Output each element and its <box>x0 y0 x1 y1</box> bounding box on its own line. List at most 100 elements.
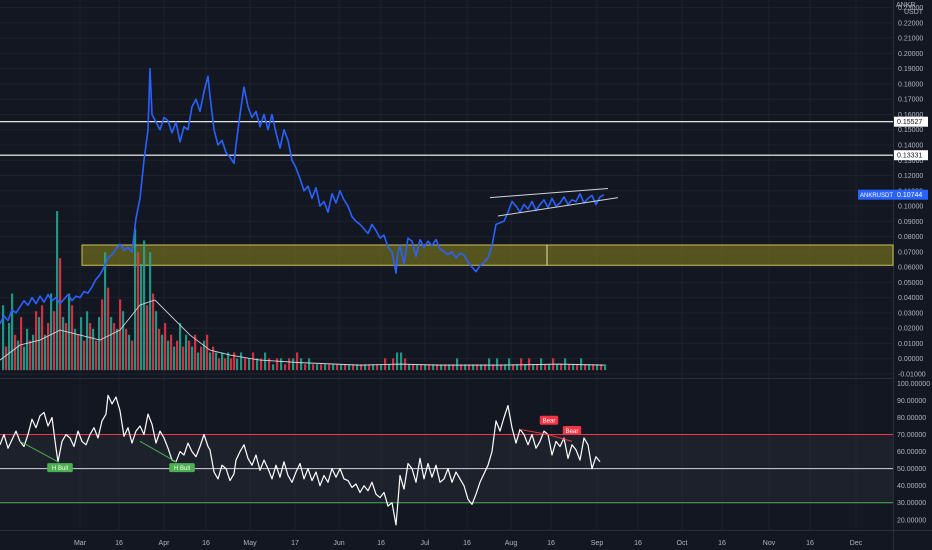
volume-bar <box>472 364 475 371</box>
price-tick-label: 0.12000 <box>898 173 923 180</box>
volume-bar <box>137 252 140 371</box>
volume-bar <box>456 358 459 371</box>
rsi-tick-label: 20.00000 <box>897 517 926 524</box>
bear-label-text: Bear <box>566 429 579 435</box>
price-tick-label: 0.02000 <box>898 326 923 333</box>
volume-bar <box>227 352 230 371</box>
volume-bar <box>252 352 255 371</box>
volume-bar <box>77 334 80 371</box>
rsi-series-line <box>0 394 601 526</box>
volume-bar <box>86 311 89 371</box>
volume-bar <box>520 358 523 371</box>
price-line <box>0 67 605 324</box>
rsi-tick-label: 60.00000 <box>897 449 926 456</box>
volume-bar <box>408 364 411 371</box>
volume-bar <box>348 364 351 371</box>
volume-bar <box>149 252 152 371</box>
volume-bar <box>372 364 375 371</box>
volume-bar <box>340 364 343 371</box>
volume-bar <box>92 328 95 371</box>
volume-bar <box>128 334 131 371</box>
rsi-bands <box>0 434 893 504</box>
volume-ma-line <box>0 299 605 366</box>
volume-bar <box>388 364 391 371</box>
symbol-tag-name: ANKRUSDT <box>860 193 893 199</box>
volume-bar <box>95 340 98 371</box>
volume-bar <box>440 364 443 371</box>
volume-bar <box>364 364 367 371</box>
rsi-axis[interactable]: 100.00000 90.00000 80.00000 70.00000 60.0000… <box>897 381 930 524</box>
volume-bar <box>212 346 215 371</box>
volume-bar <box>65 322 68 371</box>
volume-bar <box>416 364 419 371</box>
volume-bar <box>182 346 185 371</box>
support-zone[interactable] <box>81 244 894 266</box>
volume-bar <box>71 305 74 371</box>
price-tag-box <box>894 150 928 161</box>
volume-bar <box>29 340 32 371</box>
volume-bar <box>8 322 11 371</box>
volume-bar <box>420 364 423 371</box>
volume-bar <box>146 305 149 371</box>
volume-bar <box>436 364 439 371</box>
volume-bar <box>544 364 547 371</box>
volume-bar <box>47 322 50 371</box>
volume-bar <box>215 352 218 371</box>
volume-bar <box>119 299 122 371</box>
price-tick-label: 0.20000 <box>898 51 923 58</box>
volume-bar <box>53 311 56 371</box>
volume-bar <box>244 358 247 371</box>
volume-bar <box>496 358 499 371</box>
rsi-tick-label: 100.00000 <box>897 381 930 388</box>
time-tick-label: 17 <box>291 540 299 547</box>
volume-bar <box>312 364 315 371</box>
volume-bar <box>50 293 53 371</box>
trend-channel[interactable] <box>489 188 619 217</box>
volume-bar <box>264 352 267 371</box>
price-tick-label: 0.16000 <box>898 112 923 119</box>
time-tick-label: 16 <box>463 540 471 547</box>
volume-bar <box>380 364 383 371</box>
price-tick-label: 0.05000 <box>898 280 923 287</box>
volume-bar <box>68 293 71 371</box>
price-tick-label: 0.13000 <box>898 158 923 165</box>
volume-bar <box>167 340 170 371</box>
volume-bar <box>230 358 233 371</box>
volume-bar <box>572 364 575 371</box>
bear-label-text: Bear <box>543 419 556 425</box>
volume-bar <box>336 364 339 371</box>
volume-bar <box>376 364 379 371</box>
volume-bar <box>356 364 359 371</box>
volume-bar <box>556 364 559 371</box>
price-tag-value: 0.13331 <box>897 153 922 160</box>
volume-bar <box>233 352 236 371</box>
price-axis[interactable]: 0.23000 0.22000 0.21000 0.20000 0.19000 0.180… <box>898 5 926 378</box>
volume-bar <box>176 340 179 371</box>
price-tick-label: 0.21000 <box>898 36 923 43</box>
volume-bar <box>400 352 403 371</box>
price-tick-label: 0.03000 <box>898 310 923 317</box>
volume-bar <box>512 364 515 371</box>
volume-bar <box>56 211 59 371</box>
volume-bar <box>248 358 251 371</box>
channel-lower-line <box>497 197 619 217</box>
channel-upper-line <box>489 188 609 199</box>
bear-divergence-line <box>547 434 573 442</box>
volume-bar <box>428 364 431 371</box>
volume-bar <box>173 346 176 371</box>
volume-bar <box>104 252 107 371</box>
volume-bar <box>131 340 134 371</box>
volume-bar <box>452 364 455 371</box>
volume-bar <box>464 364 467 371</box>
rsi-tick-label: 90.00000 <box>897 398 926 405</box>
volume-bar <box>584 364 587 371</box>
time-axis[interactable]: Mar 16 Apr 16 May 17 Jun 16 Jul 16 Aug 16 Sep 16 Oct 16… <box>74 540 863 547</box>
price-tags: 0.15527 0.13331 0.10744 ANKRUSDT <box>858 116 928 200</box>
volume-bar <box>424 364 427 371</box>
volume-bar <box>194 334 197 371</box>
volume-bar <box>188 340 191 371</box>
volume-bar <box>488 358 491 371</box>
volume-bar <box>288 358 291 371</box>
